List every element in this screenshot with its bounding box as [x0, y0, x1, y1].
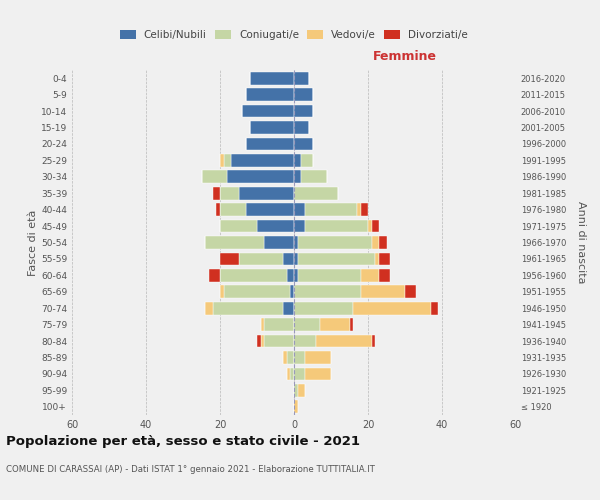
Bar [372, 334, 376, 347]
Bar [353, 302, 431, 314]
Bar [220, 203, 246, 216]
Bar [294, 368, 305, 380]
Y-axis label: Anni di nascita: Anni di nascita [575, 201, 586, 284]
Bar [220, 154, 224, 167]
Bar [265, 236, 294, 249]
Text: COMUNE DI CARASSAI (AP) - Dati ISTAT 1° gennaio 2021 - Elaborazione TUTTITALIA.I: COMUNE DI CARASSAI (AP) - Dati ISTAT 1° … [6, 465, 375, 474]
Bar [294, 286, 361, 298]
Bar [316, 334, 372, 347]
Bar [212, 187, 220, 200]
Bar [372, 236, 379, 249]
Bar [294, 236, 298, 249]
Bar [294, 334, 316, 347]
Bar [379, 236, 386, 249]
Bar [298, 236, 372, 249]
Bar [379, 269, 390, 282]
Bar [305, 368, 331, 380]
Bar [294, 121, 309, 134]
Bar [290, 286, 294, 298]
Bar [294, 72, 309, 85]
Bar [283, 252, 294, 266]
Bar [361, 203, 368, 216]
Text: Popolazione per età, sesso e stato civile - 2021: Popolazione per età, sesso e stato civil… [6, 435, 360, 448]
Bar [260, 318, 265, 331]
Bar [305, 220, 368, 232]
Bar [224, 154, 231, 167]
Bar [294, 220, 305, 232]
Text: Femmine: Femmine [373, 50, 437, 63]
Bar [376, 252, 379, 266]
Bar [294, 400, 298, 413]
Bar [361, 269, 379, 282]
Bar [260, 334, 265, 347]
Bar [250, 72, 294, 85]
Bar [368, 220, 372, 232]
Bar [202, 170, 227, 183]
Bar [287, 368, 290, 380]
Bar [298, 269, 361, 282]
Bar [294, 302, 353, 314]
Bar [294, 88, 313, 101]
Bar [298, 384, 305, 397]
Bar [294, 318, 320, 331]
Bar [405, 286, 416, 298]
Bar [298, 252, 376, 266]
Bar [224, 286, 290, 298]
Bar [294, 104, 313, 118]
Bar [220, 187, 239, 200]
Bar [431, 302, 438, 314]
Legend: Celibi/Nubili, Coniugati/e, Vedovi/e, Divorziati/e: Celibi/Nubili, Coniugati/e, Vedovi/e, Di… [117, 27, 471, 44]
Bar [209, 269, 220, 282]
Bar [205, 302, 212, 314]
Bar [290, 368, 294, 380]
Bar [257, 334, 260, 347]
Bar [246, 203, 294, 216]
Bar [250, 121, 294, 134]
Bar [349, 318, 353, 331]
Bar [357, 203, 361, 216]
Bar [320, 318, 349, 331]
Bar [242, 104, 294, 118]
Bar [294, 138, 313, 150]
Bar [294, 154, 301, 167]
Bar [238, 252, 283, 266]
Bar [305, 351, 331, 364]
Bar [265, 334, 294, 347]
Bar [287, 351, 294, 364]
Bar [220, 269, 287, 282]
Bar [294, 384, 298, 397]
Bar [246, 138, 294, 150]
Bar [379, 252, 390, 266]
Bar [217, 203, 220, 216]
Bar [239, 187, 294, 200]
Bar [265, 318, 294, 331]
Bar [287, 269, 294, 282]
Bar [305, 203, 357, 216]
Bar [220, 286, 224, 298]
Bar [212, 302, 283, 314]
Bar [227, 170, 294, 183]
Bar [294, 203, 305, 216]
Bar [283, 351, 287, 364]
Bar [301, 170, 328, 183]
Y-axis label: Fasce di età: Fasce di età [28, 210, 38, 276]
Bar [294, 269, 298, 282]
Bar [294, 351, 305, 364]
Bar [294, 170, 301, 183]
Bar [257, 220, 294, 232]
Bar [294, 252, 298, 266]
Bar [220, 220, 257, 232]
Bar [283, 302, 294, 314]
Bar [220, 252, 239, 266]
Bar [294, 187, 338, 200]
Bar [231, 154, 294, 167]
Bar [301, 154, 313, 167]
Bar [372, 220, 379, 232]
Bar [361, 286, 405, 298]
Bar [246, 88, 294, 101]
Bar [205, 236, 265, 249]
